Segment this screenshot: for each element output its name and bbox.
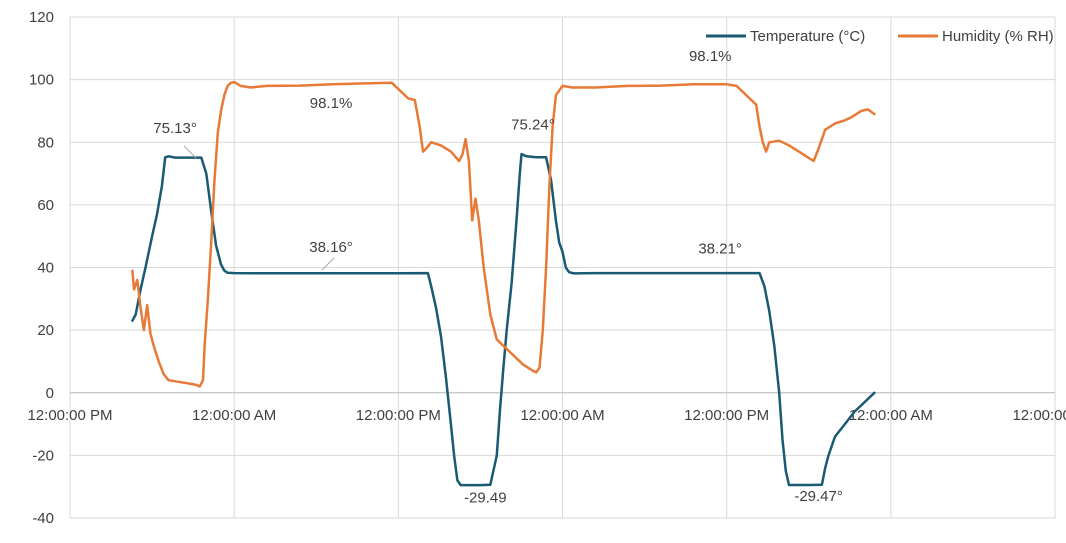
data-label: 38.21° <box>698 240 742 257</box>
x-tick-label: 12:00:00 PM <box>27 407 112 424</box>
axes: -40 -20 0 20 40 60 80 100 120 12:00:00 PM 12:00:00… <box>27 9 1066 527</box>
y-tick-label: 120 <box>29 9 54 26</box>
x-tick-label: 12:00:00 PM <box>356 407 441 424</box>
y-tick-label: 40 <box>37 260 54 277</box>
series-lines <box>131 80 876 487</box>
y-tick-label: 80 <box>37 134 54 151</box>
label-leader-line <box>183 145 197 159</box>
gridlines <box>69 16 1056 519</box>
data-label: -29.47° <box>794 488 843 505</box>
legend-label: Temperature (°C) <box>750 28 865 45</box>
data-label: 38.16° <box>309 239 353 256</box>
x-tick-label: 12:00:00 AM <box>520 407 604 424</box>
data-annotations: 75.13° 38.16° -29.49 75.24° 38.21° -29.47° 98.… <box>153 48 843 507</box>
series-line-humidity <box>131 80 876 388</box>
legend-item-temperature: Temperature (°C) <box>706 28 865 45</box>
data-label: 98.1% <box>689 48 732 65</box>
y-tick-label: 0 <box>46 385 54 402</box>
x-tick-label: 12:00:00 AM <box>192 407 276 424</box>
y-tick-label: -20 <box>32 447 54 464</box>
series-line-temperature <box>131 152 876 487</box>
y-tick-label: 20 <box>37 322 54 339</box>
x-tick-label: 12:00:00 AM <box>849 407 933 424</box>
x-tick-label: 12:00:00 PM <box>684 407 769 424</box>
data-label: 98.1% <box>310 95 353 112</box>
y-tick-label: -40 <box>32 510 54 527</box>
x-tick-label: 12:00:00 PM <box>1012 407 1066 424</box>
data-label: -29.49 <box>464 489 507 506</box>
y-tick-label: 100 <box>29 72 54 89</box>
data-label: 75.13° <box>153 120 197 137</box>
label-leader-line <box>321 257 335 271</box>
legend-item-humidity: Humidity (% RH) <box>898 28 1054 45</box>
legend-label: Humidity (% RH) <box>942 28 1054 45</box>
data-label: 75.24° <box>511 117 555 134</box>
y-tick-label: 60 <box>37 197 54 214</box>
legend: Temperature (°C) Humidity (% RH) <box>706 28 1054 45</box>
